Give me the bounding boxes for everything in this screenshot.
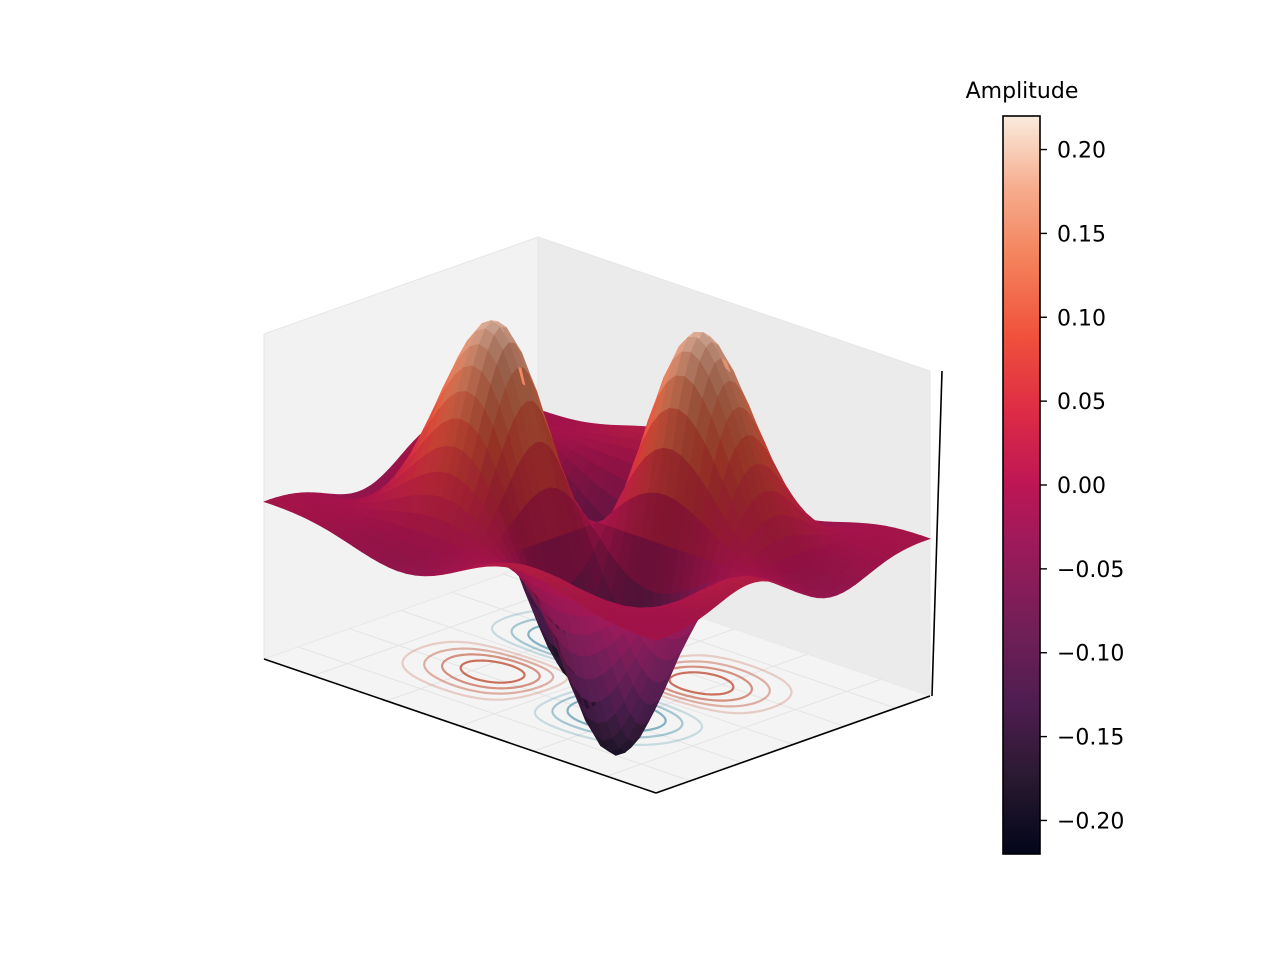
colorbar-tick-label: 0.20: [1057, 139, 1106, 164]
colorbar-tick-label: −0.10: [1057, 642, 1124, 667]
colorbar-tick-label: 0.10: [1057, 306, 1106, 331]
colorbar-tick-label: −0.05: [1057, 558, 1124, 583]
contour-line: [459, 659, 735, 696]
surface: [263, 320, 931, 756]
surface-patch: [263, 499, 281, 506]
z-axis-line: [931, 370, 943, 697]
colorbar-tick-label: 0.15: [1057, 222, 1106, 247]
colorbar-title: Amplitude: [966, 79, 1079, 104]
colorbar-gradient: [1002, 115, 1041, 855]
axes-3d: [262, 236, 943, 794]
colorbar-tick-label: 0.00: [1057, 474, 1106, 499]
colorbar-ticks: −0.20 −0.15 −0.10 −0.05 0.00 0.05 0.10 0.15 0.20: [1040, 139, 1124, 834]
x-axis-line: [263, 658, 657, 794]
y-axis-line: [655, 695, 931, 794]
gridline: [533, 653, 808, 752]
gridline: [606, 678, 882, 777]
colorbar-tick-label: −0.15: [1057, 726, 1124, 751]
colorbar-tick-label: −0.20: [1057, 809, 1124, 834]
colorbar-tick-label: 0.05: [1057, 390, 1106, 415]
colorbar: Amplitude −0.20 −0.15 −0.10 −0.05 0.00 0.05 0.…: [966, 79, 1124, 855]
axis-edges: [263, 370, 943, 794]
